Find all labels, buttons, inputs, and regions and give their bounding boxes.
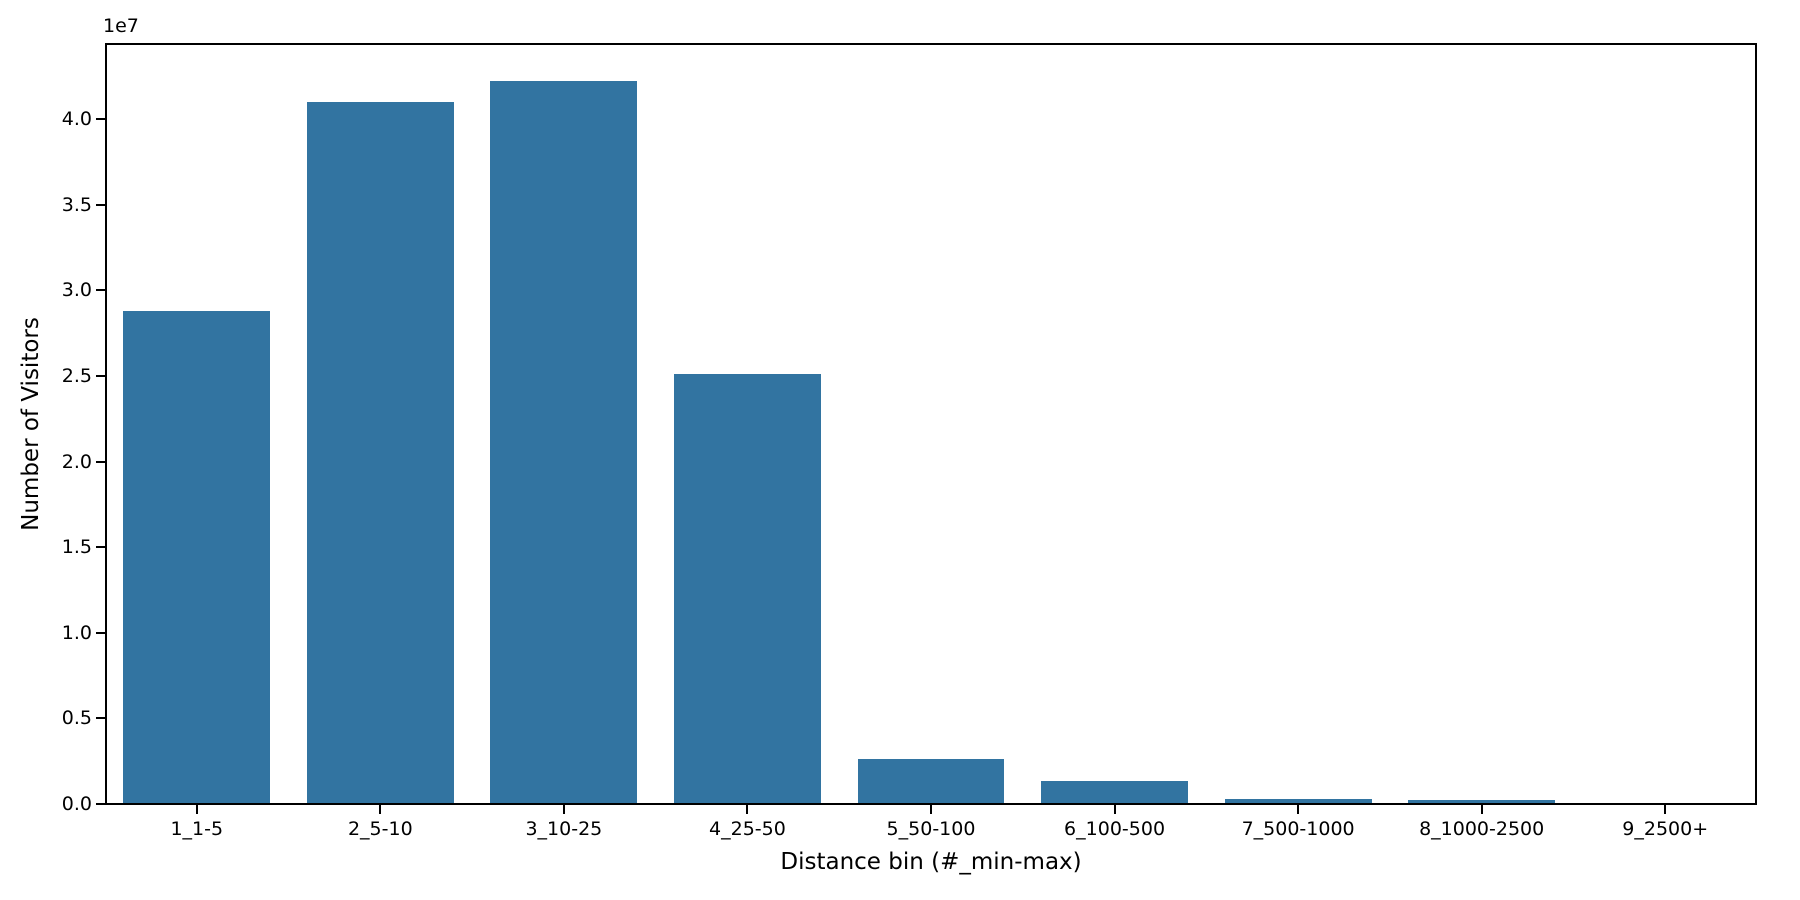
x-tick-label: 8_1000-2500 xyxy=(1419,818,1545,840)
y-tick-mark xyxy=(96,118,105,121)
x-tick-mark xyxy=(1113,805,1116,814)
x-tick-label: 1_1-5 xyxy=(170,818,224,840)
bar-4_25-50 xyxy=(674,374,821,804)
y-tick-mark xyxy=(96,546,105,549)
x-tick-label: 2_5-10 xyxy=(347,818,413,840)
y-tick-label: 3.5 xyxy=(61,193,92,216)
x-tick-mark xyxy=(195,805,198,814)
x-tick-mark xyxy=(930,805,932,814)
y-axis-offset-text: 1e7 xyxy=(103,15,139,37)
y-tick-label: 2.5 xyxy=(61,364,92,387)
x-tick-mark xyxy=(1664,805,1667,814)
y-tick-mark xyxy=(96,460,105,463)
bar-5_50-100 xyxy=(857,758,1005,804)
x-tick-label: 6_100-500 xyxy=(1064,818,1166,840)
y-tick-mark xyxy=(96,203,105,206)
y-axis-label: Number of Visitors xyxy=(18,317,44,531)
x-tick-label: 9_2500+ xyxy=(1622,818,1709,840)
y-tick-label: 1.0 xyxy=(61,621,92,644)
y-tick-mark xyxy=(96,289,105,292)
y-tick-mark xyxy=(96,374,105,377)
bar-6_100-500 xyxy=(1041,780,1188,804)
x-tick-mark xyxy=(1297,805,1300,814)
y-tick-label: 0.5 xyxy=(61,707,92,730)
x-tick-label: 5_50-100 xyxy=(886,818,976,840)
x-tick-mark xyxy=(746,805,749,814)
x-tick-mark xyxy=(562,805,565,814)
x-tick-label: 7_500-1000 xyxy=(1241,818,1355,840)
bar-8_1000-2500 xyxy=(1408,799,1556,804)
y-tick-label: 0.0 xyxy=(61,793,92,815)
y-tick-mark xyxy=(96,631,105,634)
y-tick-mark xyxy=(96,803,105,805)
y-tick-mark xyxy=(96,717,105,720)
bar-3_10-25 xyxy=(490,81,638,804)
x-tick-mark xyxy=(379,805,382,814)
x-tick-label: 4_25-50 xyxy=(709,818,786,840)
y-tick-label: 1.5 xyxy=(61,536,92,559)
x-tick-label: 3_10-25 xyxy=(525,818,603,840)
y-tick-label: 2.0 xyxy=(61,450,92,473)
x-tick-mark xyxy=(1480,805,1483,814)
y-tick-label: 3.0 xyxy=(61,279,92,302)
bar-1_1-5 xyxy=(123,310,271,804)
x-axis-label: Distance bin (#_min-max) xyxy=(780,849,1082,875)
y-tick-label: 4.0 xyxy=(61,108,92,131)
bar-2_5-10 xyxy=(306,101,454,804)
bar-7_500-1000 xyxy=(1224,798,1372,804)
